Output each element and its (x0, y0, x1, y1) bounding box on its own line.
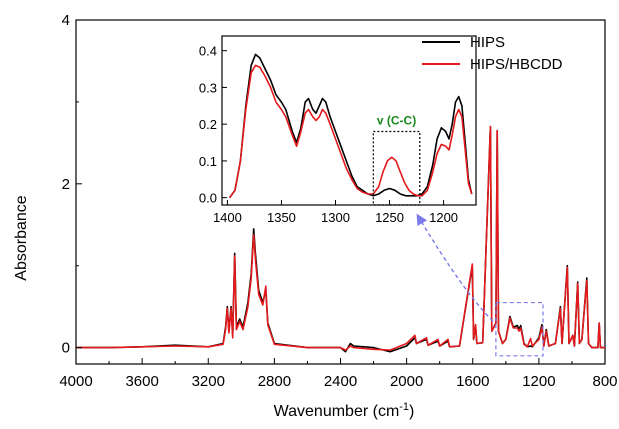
legend-label-hips: HIPS (470, 34, 505, 51)
x-axis-title: Wavenumber (cm-1) (274, 401, 415, 420)
legend: HIPS HIPS/HBCDD (422, 34, 563, 73)
main-x-tick-label-800: 800 (592, 373, 617, 390)
main-x-tick-label-3600: 3600 (125, 373, 158, 390)
main-y-tick-label-2: 2 (62, 176, 70, 193)
inset-y-tick-label-3: 0.3 (199, 80, 217, 95)
x-axis-title-main: Wavenumber (cm (274, 403, 400, 420)
inset-x-tick-label-1400: 1400 (213, 210, 242, 225)
main-x-tick-label-1600: 1600 (456, 373, 489, 390)
main-y-tick-label-4: 4 (62, 12, 70, 29)
main-x-tick-label-4000: 4000 (59, 373, 92, 390)
main-x-tick-label-3200: 3200 (192, 373, 225, 390)
inset-plot-area (221, 35, 477, 206)
inset-y-tick-label-4: 0.4 (199, 44, 217, 59)
main-y-tick-label-0: 0 (62, 340, 70, 357)
y-axis-title: Absorbance (13, 195, 30, 280)
main-x-tick-label-2800: 2800 (258, 373, 291, 390)
main-x-tick-label-1200: 1200 (522, 373, 555, 390)
main-x-tick-label-2000: 2000 (390, 373, 423, 390)
inset-series-hips-hbcdd-line (228, 64, 473, 199)
zoom-arrow (416, 213, 494, 322)
inset-ticks-group: 1400 1350 1300 1250 1200 0.0 0.1 0.2 0.3 0.4 (199, 44, 458, 225)
inset-series-group (228, 53, 473, 199)
annotations-group: v (C-C) (372, 114, 544, 357)
main-series-group (76, 125, 605, 353)
main-series-hips-hbcdd-line (76, 125, 605, 351)
x-axis-title-superscript: -1 (399, 401, 409, 413)
vibration-annotation-label: v (C-C) (377, 114, 416, 128)
inset-plot-frame (221, 35, 477, 206)
main-highlight-box (495, 301, 544, 357)
x-axis-title-close: ) (409, 403, 414, 420)
inset-x-tick-label-1300: 1300 (321, 210, 350, 225)
main-ticks-group: 4000 3600 3200 2800 2400 2000 1600 1200 800 0 2 4 (59, 12, 617, 390)
main-x-tick-label-2400: 2400 (324, 373, 357, 390)
inset-y-tick-label-0: 0.0 (199, 191, 217, 206)
inset-y-tick-label-2: 0.2 (199, 117, 217, 132)
inset-x-tick-label-1350: 1350 (267, 210, 296, 225)
inset-y-tick-label-1: 0.1 (199, 154, 217, 169)
legend-label-hips-hbcdd: HIPS/HBCDD (470, 56, 563, 73)
inset-series-hips-line (228, 53, 473, 199)
inset-x-tick-label-1200: 1200 (429, 210, 458, 225)
inset-x-tick-label-1250: 1250 (375, 210, 404, 225)
